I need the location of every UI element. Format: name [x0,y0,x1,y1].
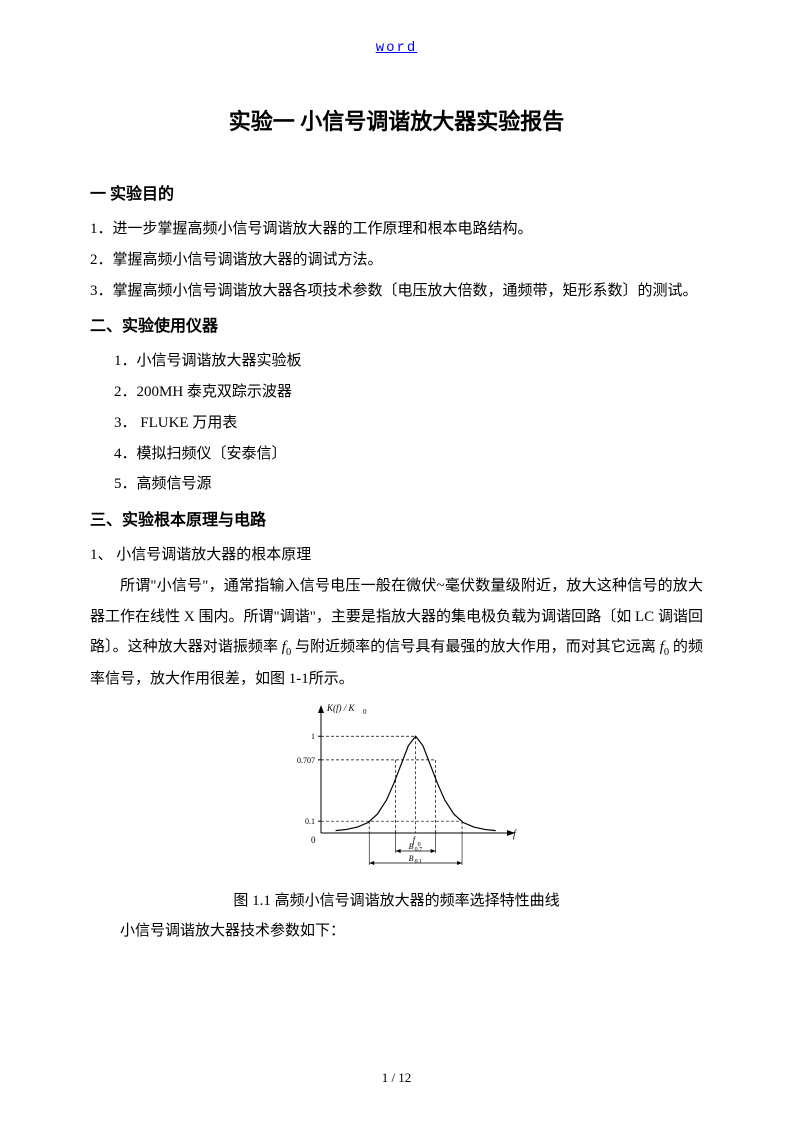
section2-item: 3． FLUKE 万用表 [90,408,703,439]
svg-text:0: 0 [363,708,367,716]
section2-item: 4．模拟扫频仪〔安泰信〕 [90,439,703,470]
page-footer: 1 / 12 [0,1070,793,1086]
svg-text:0.1: 0.1 [414,859,422,865]
section2-item: 1．小信号调谐放大器实验板 [90,346,703,377]
svg-text:0.7: 0.7 [414,847,422,853]
section3-sub1: 1、 小信号调谐放大器的根本原理 [90,540,703,571]
section2-item: 5．高频信号源 [90,469,703,500]
svg-text:0.707: 0.707 [297,755,315,764]
section1-head: 一 实验目的 [90,180,703,204]
section1-item: 3．掌握高频小信号调谐放大器各项技术参数〔电压放大倍数，通频带，矩形系数〕的测试… [90,276,703,307]
section3-paragraph: 所谓"小信号"，通常指输入信号电压一般在微伏~毫伏数量级附近，放大这种信号的放大… [90,571,703,695]
header-link[interactable]: word [90,40,703,56]
svg-text:B: B [408,842,413,851]
svg-text:0: 0 [311,835,316,845]
svg-text:B: B [408,854,413,863]
section3-head: 三、实验根本原理与电路 [90,506,703,530]
section2-head: 二、实验使用仪器 [90,312,703,336]
section1-item: 1．进一步掌握高频小信号调谐放大器的工作原理和根本电路结构。 [90,214,703,245]
svg-text:1: 1 [311,732,315,741]
svg-text:K(f) / K: K(f) / K [326,703,355,713]
section2-item: 2．200MH 泰克双踪示波器 [90,377,703,408]
page-title: 实验一 小信号调谐放大器实验报告 [90,104,703,136]
trailing-text: 小信号调谐放大器技术参数如下： [90,916,703,947]
svg-text:f: f [513,829,517,840]
figure-caption: 图 1.1 高频小信号调谐放大器的频率选择特性曲线 [90,889,703,910]
section1-item: 2．掌握高频小信号调谐放大器的调试方法。 [90,245,703,276]
frequency-response-chart: K(f) / K0f010.7070.1f0B0.7B0.1 [90,701,703,871]
svg-text:0.1: 0.1 [305,817,315,826]
